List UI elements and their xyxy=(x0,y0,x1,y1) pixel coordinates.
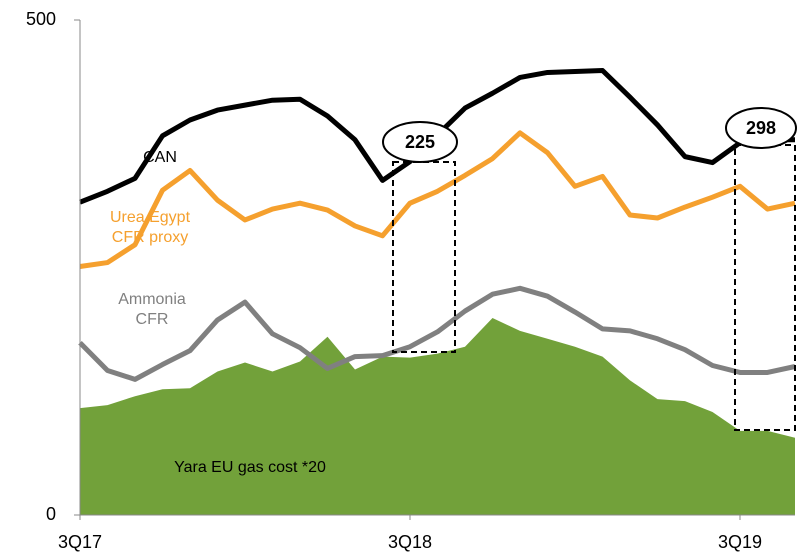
series-label: Ammonia CFR xyxy=(118,291,186,328)
line xyxy=(79,130,796,269)
annotation-bubble xyxy=(725,107,797,149)
series-label: Urea Egypt CFR proxy xyxy=(109,209,191,246)
series-label: CAN xyxy=(143,149,177,166)
y-tick-label: 500 xyxy=(26,9,56,29)
x-tick-label: 3Q17 xyxy=(58,532,102,552)
annotation-bubble xyxy=(382,121,458,163)
line xyxy=(78,285,796,382)
annotation-label: 298 xyxy=(746,118,776,138)
x-tick-label: 3Q19 xyxy=(718,532,762,552)
annotation-label: 225 xyxy=(405,132,435,152)
x-tick-label: 3Q18 xyxy=(388,532,432,552)
series-label: Yara EU gas cost *20 xyxy=(174,459,326,476)
y-tick-label: 0 xyxy=(46,504,56,524)
area xyxy=(80,317,795,515)
